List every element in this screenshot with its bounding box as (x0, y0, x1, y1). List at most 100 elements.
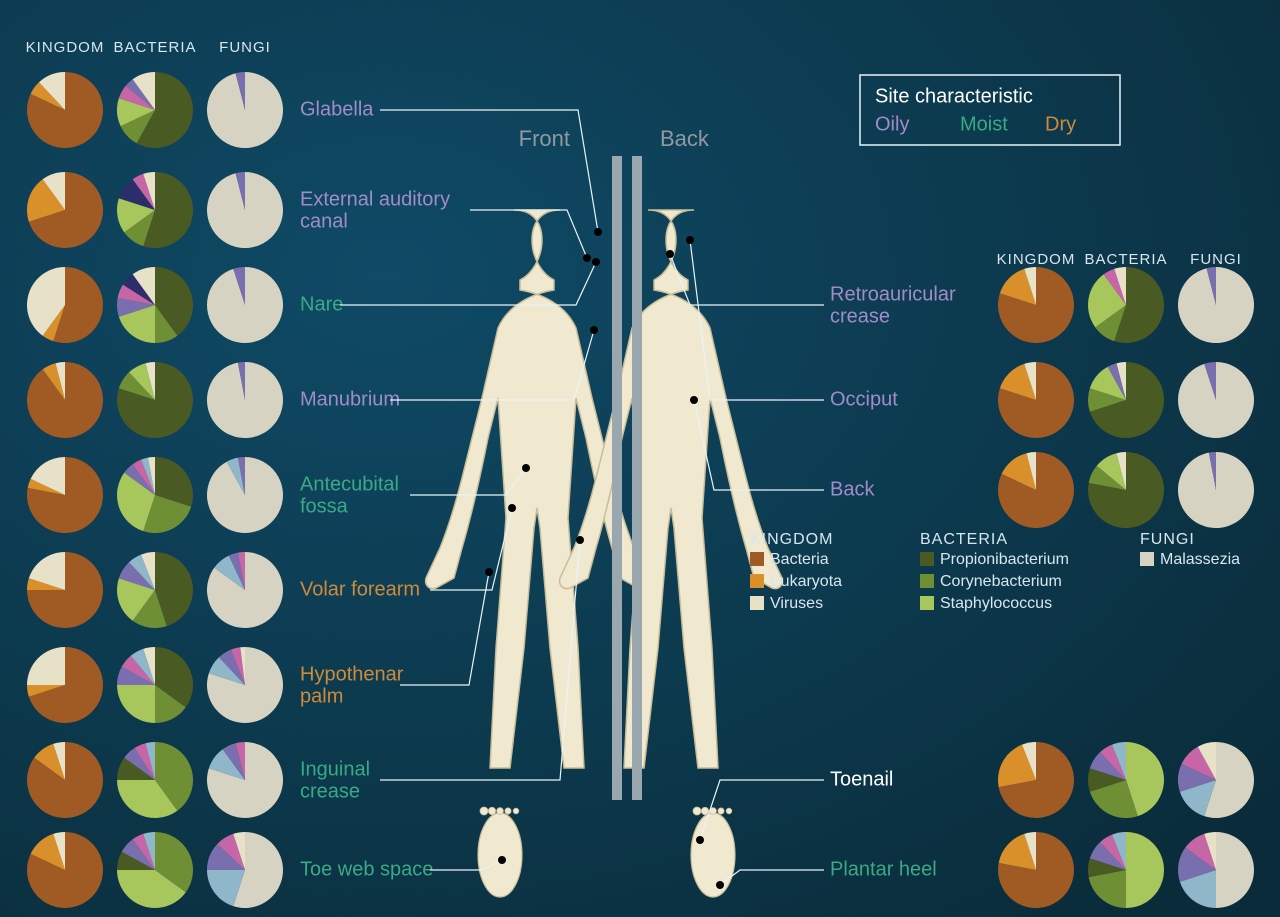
pie-bacteria (117, 647, 193, 723)
site-label: Plantar heel (830, 858, 937, 880)
pie-bacteria (1088, 742, 1164, 818)
legend-swatch (750, 552, 764, 566)
body-point (522, 464, 530, 472)
body-point (590, 326, 598, 334)
col-header: FUNGI (219, 39, 271, 56)
pie-fungi (1178, 742, 1254, 818)
pie-fungi (207, 362, 283, 438)
pie-fungi (207, 172, 283, 248)
pie-bacteria (1088, 267, 1164, 343)
site-label: Antecubital (300, 473, 399, 495)
body-point (508, 504, 516, 512)
body-point (592, 258, 600, 266)
pie-fungi (1178, 267, 1254, 343)
legend-group-title: BACTERIA (920, 531, 1008, 548)
site-char-item: Oily (875, 113, 909, 135)
body-point (696, 836, 704, 844)
col-header: BACTERIA (1084, 251, 1167, 268)
body-point (576, 536, 584, 544)
site-label: crease (830, 305, 890, 327)
pie-bacteria (117, 267, 193, 343)
pie-kingdom (998, 267, 1074, 343)
pie-kingdom (27, 552, 103, 628)
site-char-item: Dry (1045, 113, 1076, 135)
pie-bacteria (1088, 452, 1164, 528)
pie-bacteria (117, 72, 193, 148)
pie-fungi (207, 832, 283, 908)
site-label: Occiput (830, 388, 898, 410)
legend-swatch (920, 596, 934, 610)
body-point (716, 881, 724, 889)
pie-kingdom (998, 362, 1074, 438)
pie-kingdom (27, 742, 103, 818)
pie-fungi (207, 72, 283, 148)
pie-kingdom (998, 832, 1074, 908)
pie-fungi (207, 647, 283, 723)
site-label: Back (830, 478, 875, 500)
site-label: fossa (300, 495, 349, 517)
legend-label: Staphylococcus (940, 595, 1052, 612)
legend-label: Malassezia (1160, 551, 1240, 568)
legend-group-title: KINGDOM (750, 531, 833, 548)
legend-label: Corynebacterium (940, 573, 1062, 590)
pie-kingdom (27, 267, 103, 343)
col-header: KINGDOM (997, 251, 1076, 268)
col-header: FUNGI (1190, 251, 1242, 268)
site-label: Toe web space (300, 858, 433, 880)
legend-swatch (920, 552, 934, 566)
site-label: Inguinal (300, 758, 370, 780)
pie-bacteria (117, 457, 193, 533)
legend-swatch (1140, 552, 1154, 566)
pie-bacteria (117, 832, 193, 908)
pie-fungi (207, 267, 283, 343)
col-header: KINGDOM (26, 39, 105, 56)
legend-swatch (750, 574, 764, 588)
site-label: Retroauricular (830, 283, 956, 305)
pie-kingdom (27, 72, 103, 148)
pie-bacteria (117, 362, 193, 438)
infographic-root: Front Back KINGDOM BACTERIA FUNGI KINGDOM BACT… (0, 0, 1280, 917)
pie-fungi (207, 552, 283, 628)
legend-label: Propionibacterium (940, 551, 1069, 568)
site-char-title: Site characteristic (875, 85, 1033, 107)
pie-kingdom (27, 172, 103, 248)
site-char-item: Moist (960, 113, 1008, 135)
pie-bacteria (1088, 362, 1164, 438)
legend-label: Bacteria (770, 551, 829, 568)
pie-fungi (1178, 832, 1254, 908)
body-point (485, 568, 493, 576)
site-label: Hypothenar (300, 663, 404, 685)
label-back: Back (660, 126, 710, 151)
pie-fungi (1178, 452, 1254, 528)
pie-fungi (207, 742, 283, 818)
label-front: Front (519, 126, 570, 151)
pie-kingdom (998, 452, 1074, 528)
site-label: crease (300, 780, 360, 802)
body-point (666, 250, 674, 258)
site-label: canal (300, 210, 348, 232)
body-point (690, 396, 698, 404)
legend-swatch (920, 574, 934, 588)
site-label: Volar forearm (300, 578, 420, 600)
col-header: BACTERIA (113, 39, 196, 56)
legend-group-title: FUNGI (1140, 531, 1195, 548)
site-label: palm (300, 685, 343, 707)
legend-swatch (750, 596, 764, 610)
pie-bacteria (1088, 832, 1164, 908)
body-point (594, 228, 602, 236)
site-label: External auditory (300, 188, 450, 210)
site-label: Nare (300, 293, 343, 315)
pie-bacteria (117, 552, 193, 628)
pie-kingdom (27, 832, 103, 908)
pie-kingdom (998, 742, 1074, 818)
body-point (686, 236, 694, 244)
body-point (498, 856, 506, 864)
site-label: Toenail (830, 768, 893, 790)
pie-bacteria (117, 742, 193, 818)
site-label: Glabella (300, 98, 374, 120)
legend-label: Eukaryota (770, 573, 842, 590)
pie-kingdom (27, 647, 103, 723)
pie-bacteria (117, 172, 193, 248)
pie-kingdom (27, 362, 103, 438)
body-point (583, 254, 591, 262)
